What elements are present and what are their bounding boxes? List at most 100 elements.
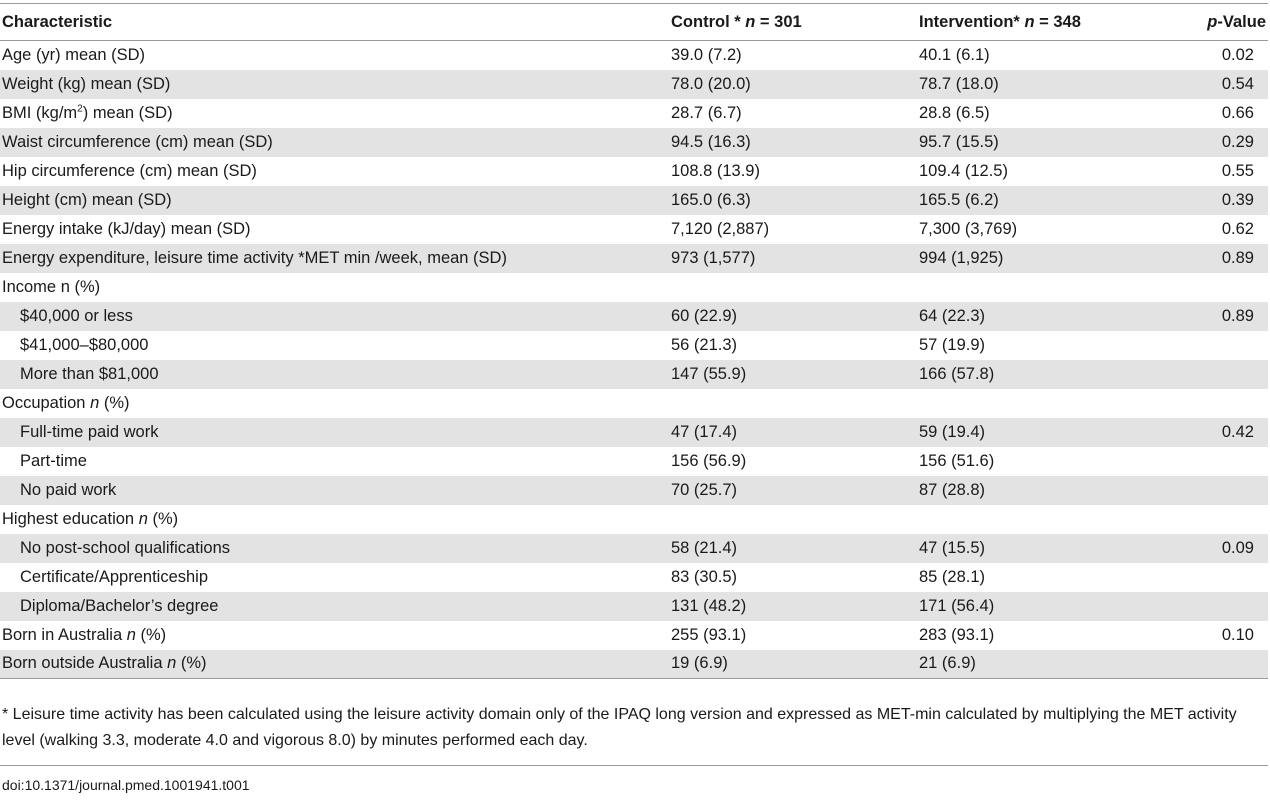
control-value: 108.8 (13.9) (671, 161, 760, 180)
table-row: Born outside Australia n (%) 19 (6.9) 21… (0, 649, 1268, 679)
control-value: 19 (6.9) (669, 649, 917, 679)
p-value (1137, 649, 1268, 679)
control-value: 58 (21.4) (671, 538, 738, 557)
row-label: $41,000–$80,000 (20, 335, 149, 354)
intervention-value: 7,300 (3,769) (919, 219, 1018, 238)
header-control-count: = 301 (755, 12, 802, 31)
control-value (669, 505, 917, 534)
p-value (1137, 592, 1268, 621)
header-p-value: p-Value (1137, 3, 1268, 41)
p-value: 0.62 (1221, 219, 1254, 238)
control-value: 156 (56.9) (671, 451, 747, 470)
row-label: Certificate/Apprenticeship (20, 567, 209, 586)
intervention-value: 28.8 (6.5) (919, 103, 990, 122)
row-label: Energy expenditure, leisure time activit… (2, 248, 507, 267)
header-characteristic: Characteristic (0, 3, 669, 41)
p-value: 0.42 (1221, 422, 1254, 441)
row-label: Born in Australia n (%) (0, 621, 669, 650)
table-row: No post-school qualifications 58 (21.4) … (0, 533, 1268, 563)
p-value: 0.02 (1221, 45, 1254, 64)
intervention-value (917, 505, 1137, 534)
intervention-value: 21 (6.9) (917, 649, 1137, 679)
row-label: Hip circumference (cm) mean (SD) (2, 161, 257, 180)
table-row: Highest education n (%) (0, 505, 1268, 534)
baseline-characteristics-table: Characteristic Control * n = 301 Interve… (0, 3, 1268, 679)
table-row: BMI (kg/m2) mean (SD) 28.7 (6.7) 28.8 (6… (0, 99, 1268, 128)
p-value (1137, 389, 1268, 418)
row-label-text-end: (%) (135, 625, 167, 644)
header-intervention-label: Intervention* (919, 12, 1025, 31)
intervention-value: 78.7 (18.0) (919, 74, 999, 93)
row-label: Age (yr) mean (SD) (2, 45, 146, 64)
header-intervention-n: n (1024, 12, 1035, 31)
header-control: Control * n = 301 (669, 3, 917, 41)
row-label: Diploma/Bachelor’s degree (20, 596, 219, 615)
p-value (1137, 476, 1268, 505)
control-value: 147 (55.9) (671, 364, 747, 383)
footer-divider (0, 765, 1268, 766)
control-value: 7,120 (2,887) (671, 219, 770, 238)
row-label: Income n (%) (2, 277, 101, 296)
control-value: 56 (21.3) (671, 335, 738, 354)
intervention-value: 40.1 (6.1) (919, 45, 990, 64)
row-label-text-end: ) mean (SD) (82, 103, 173, 122)
control-value: 39.0 (7.2) (671, 45, 742, 64)
header-intervention: Intervention* n = 348 (917, 3, 1137, 41)
table-footnote: * Leisure time activity has been calcula… (2, 706, 1237, 749)
intervention-value: 59 (19.4) (919, 422, 986, 441)
intervention-value: 109.4 (12.5) (919, 161, 1008, 180)
p-value: 0.89 (1221, 306, 1254, 325)
control-value: 255 (93.1) (671, 625, 747, 644)
p-value: 0.89 (1221, 248, 1254, 267)
row-label-text-end: (%) (176, 654, 207, 673)
table-row: No paid work 70 (25.7) 87 (28.8) (0, 475, 1268, 505)
row-label: Born outside Australia n (%) (0, 649, 669, 679)
control-value: 78.0 (20.0) (671, 74, 751, 93)
p-value (1137, 360, 1268, 389)
intervention-value: 166 (57.8) (919, 364, 995, 383)
intervention-value: 85 (28.1) (919, 567, 986, 586)
row-label-text: Born in Australia (2, 625, 127, 644)
row-label-text: Born outside Australia (2, 654, 168, 673)
intervention-value (917, 273, 1137, 302)
header-intervention-count: = 348 (1034, 12, 1081, 31)
control-value: 973 (1,577) (671, 248, 756, 267)
row-label: More than $81,000 (20, 364, 159, 383)
p-value: 0.54 (1221, 74, 1254, 93)
p-value (1137, 505, 1268, 534)
table-row: Diploma/Bachelor’s degree 131 (48.2) 171… (0, 591, 1268, 621)
control-value: 47 (17.4) (671, 422, 738, 441)
row-label: Occupation n (%) (0, 389, 669, 418)
row-label: BMI (kg/m2) mean (SD) (0, 99, 669, 128)
p-value: 0.55 (1221, 161, 1254, 180)
table-row: Waist circumference (cm) mean (SD) 94.5 … (0, 127, 1268, 157)
table-row: Full-time paid work 47 (17.4) 59 (19.4) … (0, 417, 1268, 447)
p-value (1137, 563, 1268, 592)
table-row: Certificate/Apprenticeship 83 (30.5) 85 … (0, 563, 1268, 592)
table-row: Height (cm) mean (SD) 165.0 (6.3) 165.5 … (0, 185, 1268, 215)
table-row: Hip circumference (cm) mean (SD) 108.8 (… (0, 157, 1268, 186)
control-value: 70 (25.7) (671, 480, 738, 499)
p-value: 0.10 (1221, 625, 1254, 644)
intervention-value: 171 (56.4) (919, 596, 995, 615)
row-label: Waist circumference (cm) mean (SD) (2, 132, 273, 151)
control-value (669, 389, 917, 418)
intervention-value: 64 (22.3) (919, 306, 986, 325)
row-label-superscript: 2 (77, 103, 83, 114)
header-control-label: Control * (671, 12, 746, 31)
row-label-italic: n (167, 654, 177, 673)
table-row: Energy intake (kJ/day) mean (SD) 7,120 (… (0, 215, 1268, 244)
row-label: No post-school qualifications (20, 538, 231, 557)
intervention-value: 47 (15.5) (919, 538, 986, 557)
p-value: 0.29 (1221, 132, 1254, 151)
p-value (1137, 331, 1268, 360)
table-row: Age (yr) mean (SD) 39.0 (7.2) 40.1 (6.1)… (0, 41, 1268, 70)
control-value: 28.7 (6.7) (671, 103, 742, 122)
row-label-italic: n (90, 393, 100, 412)
table-row: $41,000–$80,000 56 (21.3) 57 (19.9) (0, 331, 1268, 360)
intervention-value (917, 389, 1137, 418)
row-label-text-end: (%) (99, 393, 130, 412)
row-label-text: Occupation (2, 393, 91, 412)
header-p-rest: -Value (1217, 12, 1266, 31)
